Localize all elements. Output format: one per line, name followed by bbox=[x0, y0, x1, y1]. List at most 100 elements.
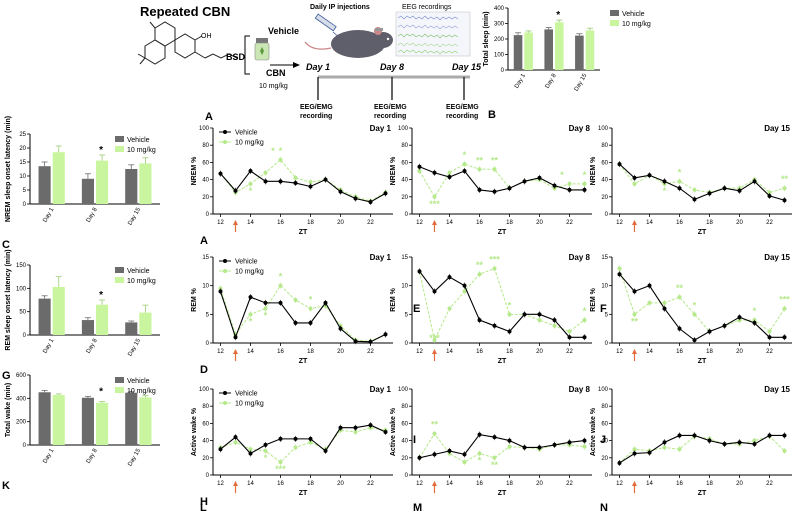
x-tick-label: 20 bbox=[337, 349, 344, 355]
panel-label: B bbox=[488, 109, 496, 121]
data-point-vehicle bbox=[462, 452, 467, 457]
data-point-cbn bbox=[233, 440, 238, 445]
x-tick-label: 12 bbox=[616, 481, 623, 487]
bar-cbn bbox=[52, 152, 65, 204]
data-point-vehicle bbox=[477, 318, 482, 323]
data-point-vehicle bbox=[462, 169, 467, 173]
significance-mark: * bbox=[560, 170, 564, 180]
legend-label: Vehicle bbox=[622, 11, 645, 18]
x-tick-label: 20 bbox=[337, 220, 344, 226]
x-tick-label: 22 bbox=[367, 481, 374, 487]
panel-label: A bbox=[200, 235, 208, 247]
legend-swatch bbox=[610, 10, 619, 16]
legend-swatch bbox=[115, 377, 124, 383]
series-line-vehicle bbox=[219, 291, 386, 343]
y-tick-label: 80 bbox=[401, 404, 408, 410]
x-tick-label: 14 bbox=[247, 481, 254, 487]
data-point-vehicle bbox=[383, 332, 388, 337]
y-tick-label: 0 bbox=[605, 473, 609, 479]
data-point-vehicle bbox=[677, 326, 682, 331]
arrow-up-icon bbox=[233, 481, 238, 486]
x-tick-label: 12 bbox=[416, 481, 423, 487]
data-point-cbn bbox=[507, 444, 512, 449]
y-axis-label: Active wake % bbox=[390, 407, 397, 456]
chart-title: Day 15 bbox=[764, 124, 790, 133]
y-axis-label: NREM % bbox=[191, 156, 198, 186]
x-tick-label: 20 bbox=[536, 481, 543, 487]
data-point-vehicle bbox=[707, 438, 712, 443]
significance-mark: * bbox=[99, 386, 103, 397]
rec-label-15a: EEG/EMG bbox=[446, 104, 479, 111]
daily-ip-label: Daily IP injections bbox=[310, 4, 370, 11]
significance-mark: ** bbox=[631, 316, 639, 326]
data-point-vehicle bbox=[447, 275, 452, 280]
panel-label: C bbox=[2, 239, 10, 251]
panel-label-i: I bbox=[413, 434, 416, 446]
y-tick-label: 50 bbox=[19, 310, 26, 316]
chart-c: 0 5 10 15 20 25 NREM sleep onset latency (min)… bbox=[2, 116, 160, 251]
y-tick-label: 150 bbox=[16, 263, 27, 269]
data-point-vehicle bbox=[248, 295, 253, 300]
vial-icon bbox=[254, 38, 270, 61]
x-tick-label: 18 bbox=[307, 349, 314, 355]
y-tick-label: 100 bbox=[398, 126, 409, 132]
y-tick-label: 200 bbox=[16, 420, 27, 426]
data-point-cbn bbox=[662, 445, 667, 450]
x-tick-label: 20 bbox=[536, 220, 543, 226]
data-point-cbn bbox=[677, 179, 682, 184]
y-tick-label: 5 bbox=[23, 188, 27, 194]
significance-mark: * bbox=[583, 170, 587, 180]
data-point-cbn bbox=[278, 157, 283, 162]
x-tick-label: 18 bbox=[506, 220, 513, 226]
data-point-vehicle bbox=[492, 323, 497, 328]
significance-mark: * bbox=[478, 456, 482, 466]
arrow-right-icon bbox=[293, 62, 300, 68]
data-point-cbn bbox=[767, 190, 772, 195]
data-point-vehicle bbox=[263, 300, 268, 305]
arrow-up-icon bbox=[632, 220, 637, 225]
x-tick-label: Day 8 bbox=[86, 337, 99, 354]
y-tick-label: 15 bbox=[202, 255, 209, 261]
chart-k: 0 200 400 600 Total wake (min) Day 1 Day 8 * Day… bbox=[2, 373, 160, 492]
data-point-cbn bbox=[462, 162, 467, 167]
data-point-vehicle bbox=[323, 177, 328, 182]
legend-marker bbox=[223, 259, 227, 263]
data-point-cbn bbox=[263, 306, 268, 311]
x-tick-label: 14 bbox=[446, 220, 453, 226]
data-point-vehicle bbox=[353, 339, 358, 344]
data-point-vehicle bbox=[293, 181, 298, 186]
data-point-vehicle bbox=[233, 335, 238, 340]
x-axis-label: ZT bbox=[698, 358, 707, 365]
data-point-vehicle bbox=[582, 335, 587, 340]
data-point-cbn bbox=[308, 440, 313, 445]
x-tick-label: 22 bbox=[566, 220, 573, 226]
x-tick-label: 22 bbox=[566, 349, 573, 355]
panel-label-l: L bbox=[200, 502, 207, 512]
x-tick-label: 18 bbox=[706, 220, 713, 226]
chart-title: Day 8 bbox=[569, 385, 591, 394]
data-point-vehicle bbox=[218, 447, 223, 452]
data-point-cbn bbox=[567, 181, 572, 186]
data-point-vehicle bbox=[782, 198, 787, 203]
bar-cbn bbox=[139, 312, 152, 335]
x-tick-label: 16 bbox=[476, 349, 483, 355]
legend-marker bbox=[223, 391, 227, 395]
data-point-vehicle bbox=[233, 435, 238, 440]
data-point-cbn bbox=[417, 169, 422, 173]
data-point-vehicle bbox=[662, 179, 667, 184]
data-point-vehicle bbox=[248, 451, 253, 456]
data-point-cbn bbox=[677, 295, 682, 300]
x-tick-label: 16 bbox=[676, 349, 683, 355]
data-point-cbn bbox=[632, 181, 637, 186]
y-tick-label: 40 bbox=[401, 178, 408, 184]
chart-title: Day 15 bbox=[764, 385, 790, 394]
vehicle-label: Vehicle bbox=[268, 26, 299, 36]
data-point-vehicle bbox=[567, 440, 572, 445]
chart-title: Day 15 bbox=[764, 253, 790, 262]
x-tick-label: 20 bbox=[736, 220, 743, 226]
data-point-cbn bbox=[567, 329, 572, 334]
series-line-vehicle bbox=[619, 434, 785, 464]
y-tick-label: 40 bbox=[401, 439, 408, 445]
y-tick-label: 5 bbox=[206, 312, 210, 318]
